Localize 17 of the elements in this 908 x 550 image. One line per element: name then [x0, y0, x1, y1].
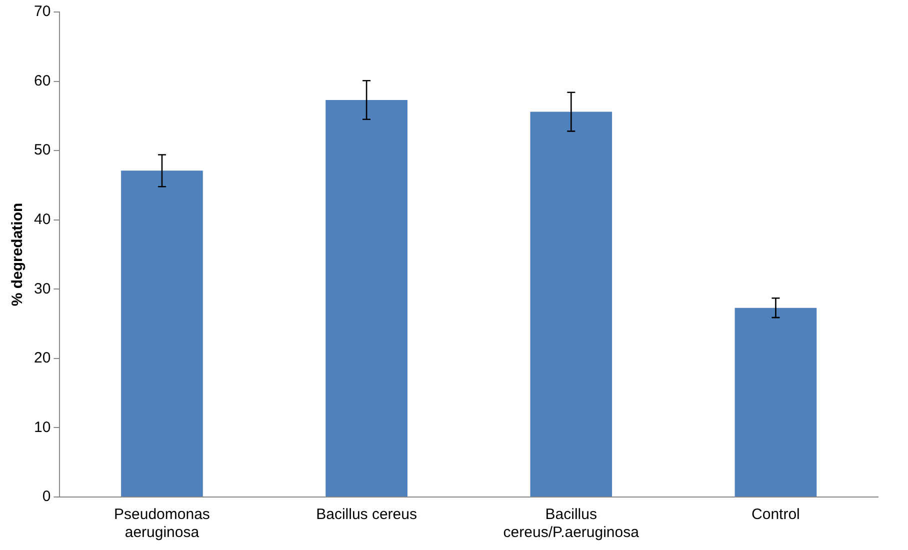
y-tick-label: 0: [42, 488, 51, 506]
bar: [734, 308, 817, 496]
y-tick-label: 20: [34, 350, 51, 367]
y-tick-label: 40: [34, 211, 51, 228]
y-axis-title: % degredation: [9, 202, 26, 306]
y-tick-label: 30: [34, 280, 51, 298]
bar: [326, 100, 408, 496]
y-tick-label: 60: [34, 72, 51, 90]
x-tick-label: Pseudomonas aeruginosa: [114, 506, 210, 542]
x-tick-label: Control: [752, 506, 800, 524]
bar: [530, 112, 612, 496]
x-tick-label: Bacillus cereus/P.aeruginosa: [503, 506, 640, 542]
y-tick-label: 70: [34, 3, 51, 20]
y-tick-label: 10: [34, 418, 51, 436]
x-tick-label: Bacillus cereus: [316, 506, 417, 524]
y-tick-label: 50: [34, 142, 51, 159]
bar: [121, 170, 203, 496]
